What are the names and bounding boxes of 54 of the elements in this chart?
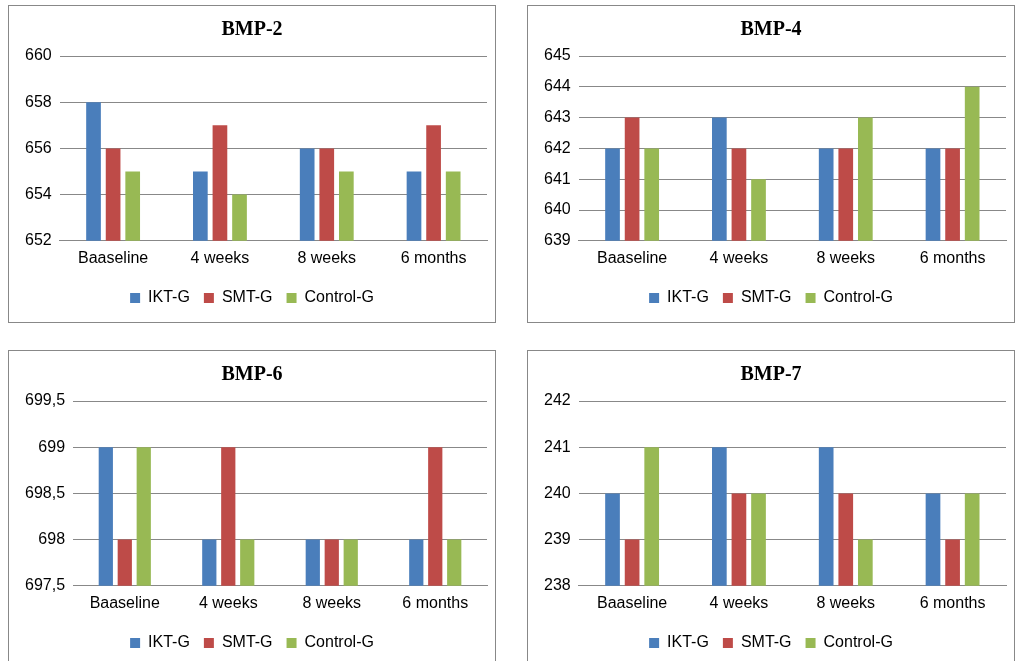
y-tick-label: 641 [543, 169, 571, 187]
y-tick-label: 699,5 [24, 391, 66, 409]
x-tick-label: 8 weeks [302, 593, 362, 611]
legend-label: IKT-G [148, 633, 190, 651]
y-tick-label: 239 [543, 530, 571, 548]
y-tick-label: 642 [543, 138, 571, 156]
x-tick-label: 8 weeks [297, 248, 357, 266]
legend-label: SMT-G [740, 288, 792, 306]
y-tick-label: 241 [543, 437, 571, 455]
chart-title: BMP-4 [740, 17, 802, 40]
x-tick-label: Baaseline [596, 248, 668, 266]
legend-label: IKT-G [148, 288, 190, 306]
legend-label: Control-G [823, 288, 893, 306]
x-tick-label: 6 months [400, 248, 467, 266]
x-tick-label: 6 months [919, 593, 986, 611]
y-tick-label: 699 [38, 437, 66, 455]
x-tick-label: 6 months [919, 248, 986, 266]
y-tick-label: 654 [24, 185, 52, 203]
legend-label: SMT-G [221, 288, 273, 306]
x-tick-label: Baaseline [596, 593, 668, 611]
x-tick-label: Baaseline [77, 248, 149, 266]
legend-label: SMT-G [740, 633, 792, 651]
y-tick-label: 238 [543, 576, 571, 594]
y-tick-label: 656 [24, 138, 52, 156]
y-tick-label: 640 [543, 200, 571, 218]
chart-title: BMP-6 [221, 362, 283, 385]
y-tick-label: 242 [543, 391, 571, 409]
legend-label: Control-G [823, 633, 893, 651]
x-tick-label: 4 weeks [709, 248, 769, 266]
x-tick-label: 4 weeks [198, 593, 258, 611]
x-tick-label: Baaseline [89, 593, 161, 611]
x-tick-label: 6 months [402, 593, 469, 611]
legend-label: IKT-G [667, 633, 709, 651]
legend-label: Control-G [304, 288, 374, 306]
x-tick-label: 8 weeks [816, 593, 876, 611]
legend-label: Control-G [304, 633, 374, 651]
y-tick-label: 697,5 [24, 576, 66, 594]
y-tick-label: 698 [38, 530, 66, 548]
y-tick-label: 644 [543, 77, 571, 95]
y-tick-label: 658 [24, 92, 52, 110]
y-tick-label: 643 [543, 108, 571, 126]
y-tick-label: 240 [543, 483, 571, 501]
y-tick-label: 639 [543, 231, 571, 249]
y-tick-label: 660 [24, 46, 52, 64]
x-tick-label: 8 weeks [816, 248, 876, 266]
y-tick-label: 645 [543, 46, 571, 64]
x-tick-label: 4 weeks [190, 248, 250, 266]
chart-title: BMP-2 [221, 17, 283, 40]
y-tick-label: 652 [24, 231, 52, 249]
legend-label: IKT-G [667, 288, 709, 306]
chart-title: BMP-7 [740, 362, 802, 385]
x-tick-label: 4 weeks [709, 593, 769, 611]
y-tick-label: 698,5 [24, 483, 66, 501]
legend-label: SMT-G [221, 633, 273, 651]
